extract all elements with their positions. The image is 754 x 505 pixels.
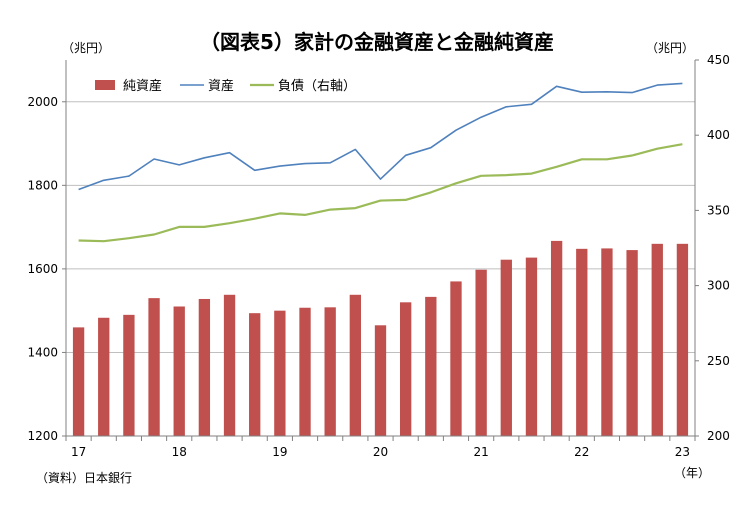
bar <box>475 269 487 436</box>
legend-swatch-net-assets <box>95 80 115 90</box>
bar <box>98 317 110 436</box>
bar <box>299 307 311 436</box>
bar <box>425 296 437 436</box>
bar <box>274 310 286 436</box>
legend-label: 資産 <box>208 78 234 94</box>
bar <box>198 298 211 436</box>
x-tick-label: 21 <box>473 445 488 459</box>
chart-title: （図表5）家計の金融資産と金融純資産 <box>200 30 554 54</box>
right-tick-label: 300 <box>707 279 730 293</box>
bar-series-net-assets <box>72 240 689 436</box>
right-tick-label: 250 <box>707 354 730 368</box>
line-assets <box>78 82 683 191</box>
x-tick-label: 17 <box>71 445 86 459</box>
bar <box>223 294 236 436</box>
legend-label: 負債（右軸） <box>278 79 356 94</box>
right-tick-label: 350 <box>707 203 730 217</box>
bar <box>601 248 613 436</box>
bar <box>249 313 261 436</box>
bar <box>576 248 588 436</box>
left-tick-label: 1800 <box>27 178 58 192</box>
source-note: （資料）日本銀行 <box>36 471 132 485</box>
right-axis-unit: （兆円） <box>646 41 694 55</box>
bar <box>651 243 663 436</box>
legend-label: 純資産 <box>123 78 162 94</box>
bar <box>550 240 563 436</box>
bar <box>626 250 638 436</box>
bar <box>374 325 387 436</box>
axes: 1200 1400 1600 1800 2000 200 250 300 350 400 450 17… <box>27 53 729 459</box>
line-liabilities <box>78 143 683 243</box>
right-tick-label: 200 <box>707 429 730 443</box>
left-tick-label: 1200 <box>27 429 58 443</box>
left-tick-label: 1400 <box>27 345 58 359</box>
bar <box>173 306 185 436</box>
gridlines <box>66 101 695 353</box>
bar <box>676 243 689 436</box>
x-tick-label: 20 <box>373 445 388 459</box>
x-tick-label: 19 <box>272 445 287 459</box>
right-tick-label: 400 <box>707 128 730 142</box>
x-axis-unit: （年） <box>674 466 710 480</box>
x-tick-label: 22 <box>574 445 589 459</box>
bar <box>450 281 462 436</box>
bar <box>148 298 160 436</box>
bar <box>123 314 135 436</box>
bar <box>349 294 362 436</box>
x-tick-label: 23 <box>675 445 690 459</box>
left-tick-label: 2000 <box>27 95 58 109</box>
legend: 純資産 資産 負債（右軸） <box>95 78 356 94</box>
bar <box>324 307 336 436</box>
bar <box>525 257 538 436</box>
bar <box>72 327 85 436</box>
bar <box>500 259 512 436</box>
bar <box>399 302 412 436</box>
left-tick-label: 1600 <box>27 262 58 276</box>
left-axis-unit: （兆円） <box>62 41 110 55</box>
right-tick-label: 450 <box>707 53 730 67</box>
x-tick-label: 18 <box>172 445 187 459</box>
line-series <box>78 82 683 243</box>
